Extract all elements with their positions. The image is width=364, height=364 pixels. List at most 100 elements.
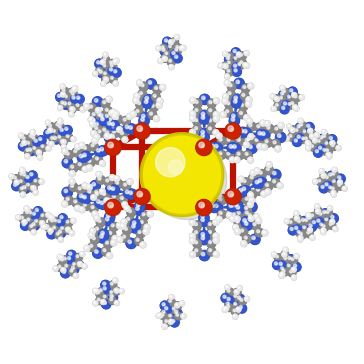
Circle shape — [213, 220, 218, 225]
Circle shape — [113, 114, 116, 118]
Circle shape — [75, 206, 79, 210]
Circle shape — [135, 108, 143, 117]
Circle shape — [278, 184, 281, 187]
Circle shape — [229, 203, 235, 210]
Circle shape — [54, 137, 56, 139]
Circle shape — [239, 189, 243, 193]
Circle shape — [254, 179, 264, 189]
Circle shape — [288, 219, 296, 227]
Circle shape — [321, 223, 329, 231]
Circle shape — [72, 87, 76, 92]
Circle shape — [274, 261, 280, 267]
Circle shape — [240, 190, 242, 192]
Circle shape — [249, 194, 251, 195]
Circle shape — [76, 206, 78, 208]
Circle shape — [248, 193, 253, 197]
Circle shape — [102, 63, 109, 71]
Circle shape — [191, 253, 192, 254]
Circle shape — [60, 258, 65, 263]
Circle shape — [165, 306, 169, 311]
Circle shape — [254, 223, 256, 226]
Circle shape — [245, 64, 248, 67]
Circle shape — [306, 142, 311, 147]
Circle shape — [248, 99, 249, 100]
Circle shape — [274, 95, 281, 102]
Circle shape — [111, 193, 119, 202]
Circle shape — [281, 98, 282, 99]
Circle shape — [249, 175, 256, 182]
Circle shape — [110, 135, 112, 137]
Circle shape — [21, 170, 23, 172]
Circle shape — [67, 229, 68, 230]
Circle shape — [69, 252, 72, 256]
Circle shape — [337, 180, 343, 185]
Circle shape — [106, 115, 108, 118]
Circle shape — [100, 190, 103, 192]
Circle shape — [244, 115, 249, 120]
Circle shape — [199, 202, 205, 208]
Circle shape — [169, 59, 173, 63]
Circle shape — [241, 104, 244, 107]
Circle shape — [163, 57, 166, 60]
Circle shape — [231, 202, 240, 211]
Circle shape — [91, 123, 93, 124]
Circle shape — [127, 114, 132, 119]
Circle shape — [63, 126, 71, 134]
Circle shape — [234, 96, 239, 101]
Circle shape — [66, 152, 71, 157]
Circle shape — [114, 176, 119, 181]
Circle shape — [293, 105, 297, 110]
Circle shape — [121, 234, 129, 242]
Circle shape — [99, 114, 103, 117]
Circle shape — [244, 151, 252, 159]
Circle shape — [227, 213, 232, 218]
Circle shape — [114, 71, 117, 73]
Circle shape — [202, 236, 204, 237]
Circle shape — [282, 269, 287, 274]
Circle shape — [233, 98, 240, 104]
Circle shape — [63, 270, 66, 273]
Circle shape — [319, 135, 325, 141]
Circle shape — [163, 56, 166, 59]
Circle shape — [240, 103, 244, 107]
Circle shape — [118, 224, 119, 226]
Circle shape — [272, 253, 276, 256]
Circle shape — [102, 117, 103, 119]
Circle shape — [128, 240, 133, 245]
Circle shape — [261, 191, 266, 197]
Circle shape — [109, 68, 112, 71]
Circle shape — [65, 219, 72, 226]
Circle shape — [173, 40, 175, 42]
Circle shape — [233, 49, 238, 55]
Circle shape — [273, 141, 276, 144]
Circle shape — [82, 202, 90, 210]
Circle shape — [45, 130, 52, 136]
Circle shape — [333, 168, 335, 170]
Circle shape — [235, 100, 237, 102]
Circle shape — [23, 173, 25, 176]
Circle shape — [80, 155, 84, 159]
Circle shape — [24, 174, 25, 175]
Circle shape — [225, 285, 230, 290]
Circle shape — [169, 315, 171, 317]
Circle shape — [88, 243, 96, 251]
Circle shape — [104, 177, 113, 186]
Circle shape — [282, 269, 285, 272]
Circle shape — [306, 213, 311, 218]
Circle shape — [124, 206, 130, 211]
Circle shape — [258, 181, 259, 182]
Circle shape — [110, 135, 112, 138]
Circle shape — [100, 201, 103, 205]
Circle shape — [288, 226, 297, 235]
Circle shape — [23, 220, 25, 222]
Circle shape — [306, 230, 312, 236]
Circle shape — [174, 302, 180, 309]
Circle shape — [139, 194, 141, 195]
Circle shape — [330, 215, 337, 221]
Circle shape — [46, 225, 51, 230]
Circle shape — [240, 61, 243, 63]
Circle shape — [209, 249, 211, 252]
Circle shape — [173, 47, 181, 55]
Circle shape — [130, 242, 131, 244]
Circle shape — [175, 56, 178, 59]
